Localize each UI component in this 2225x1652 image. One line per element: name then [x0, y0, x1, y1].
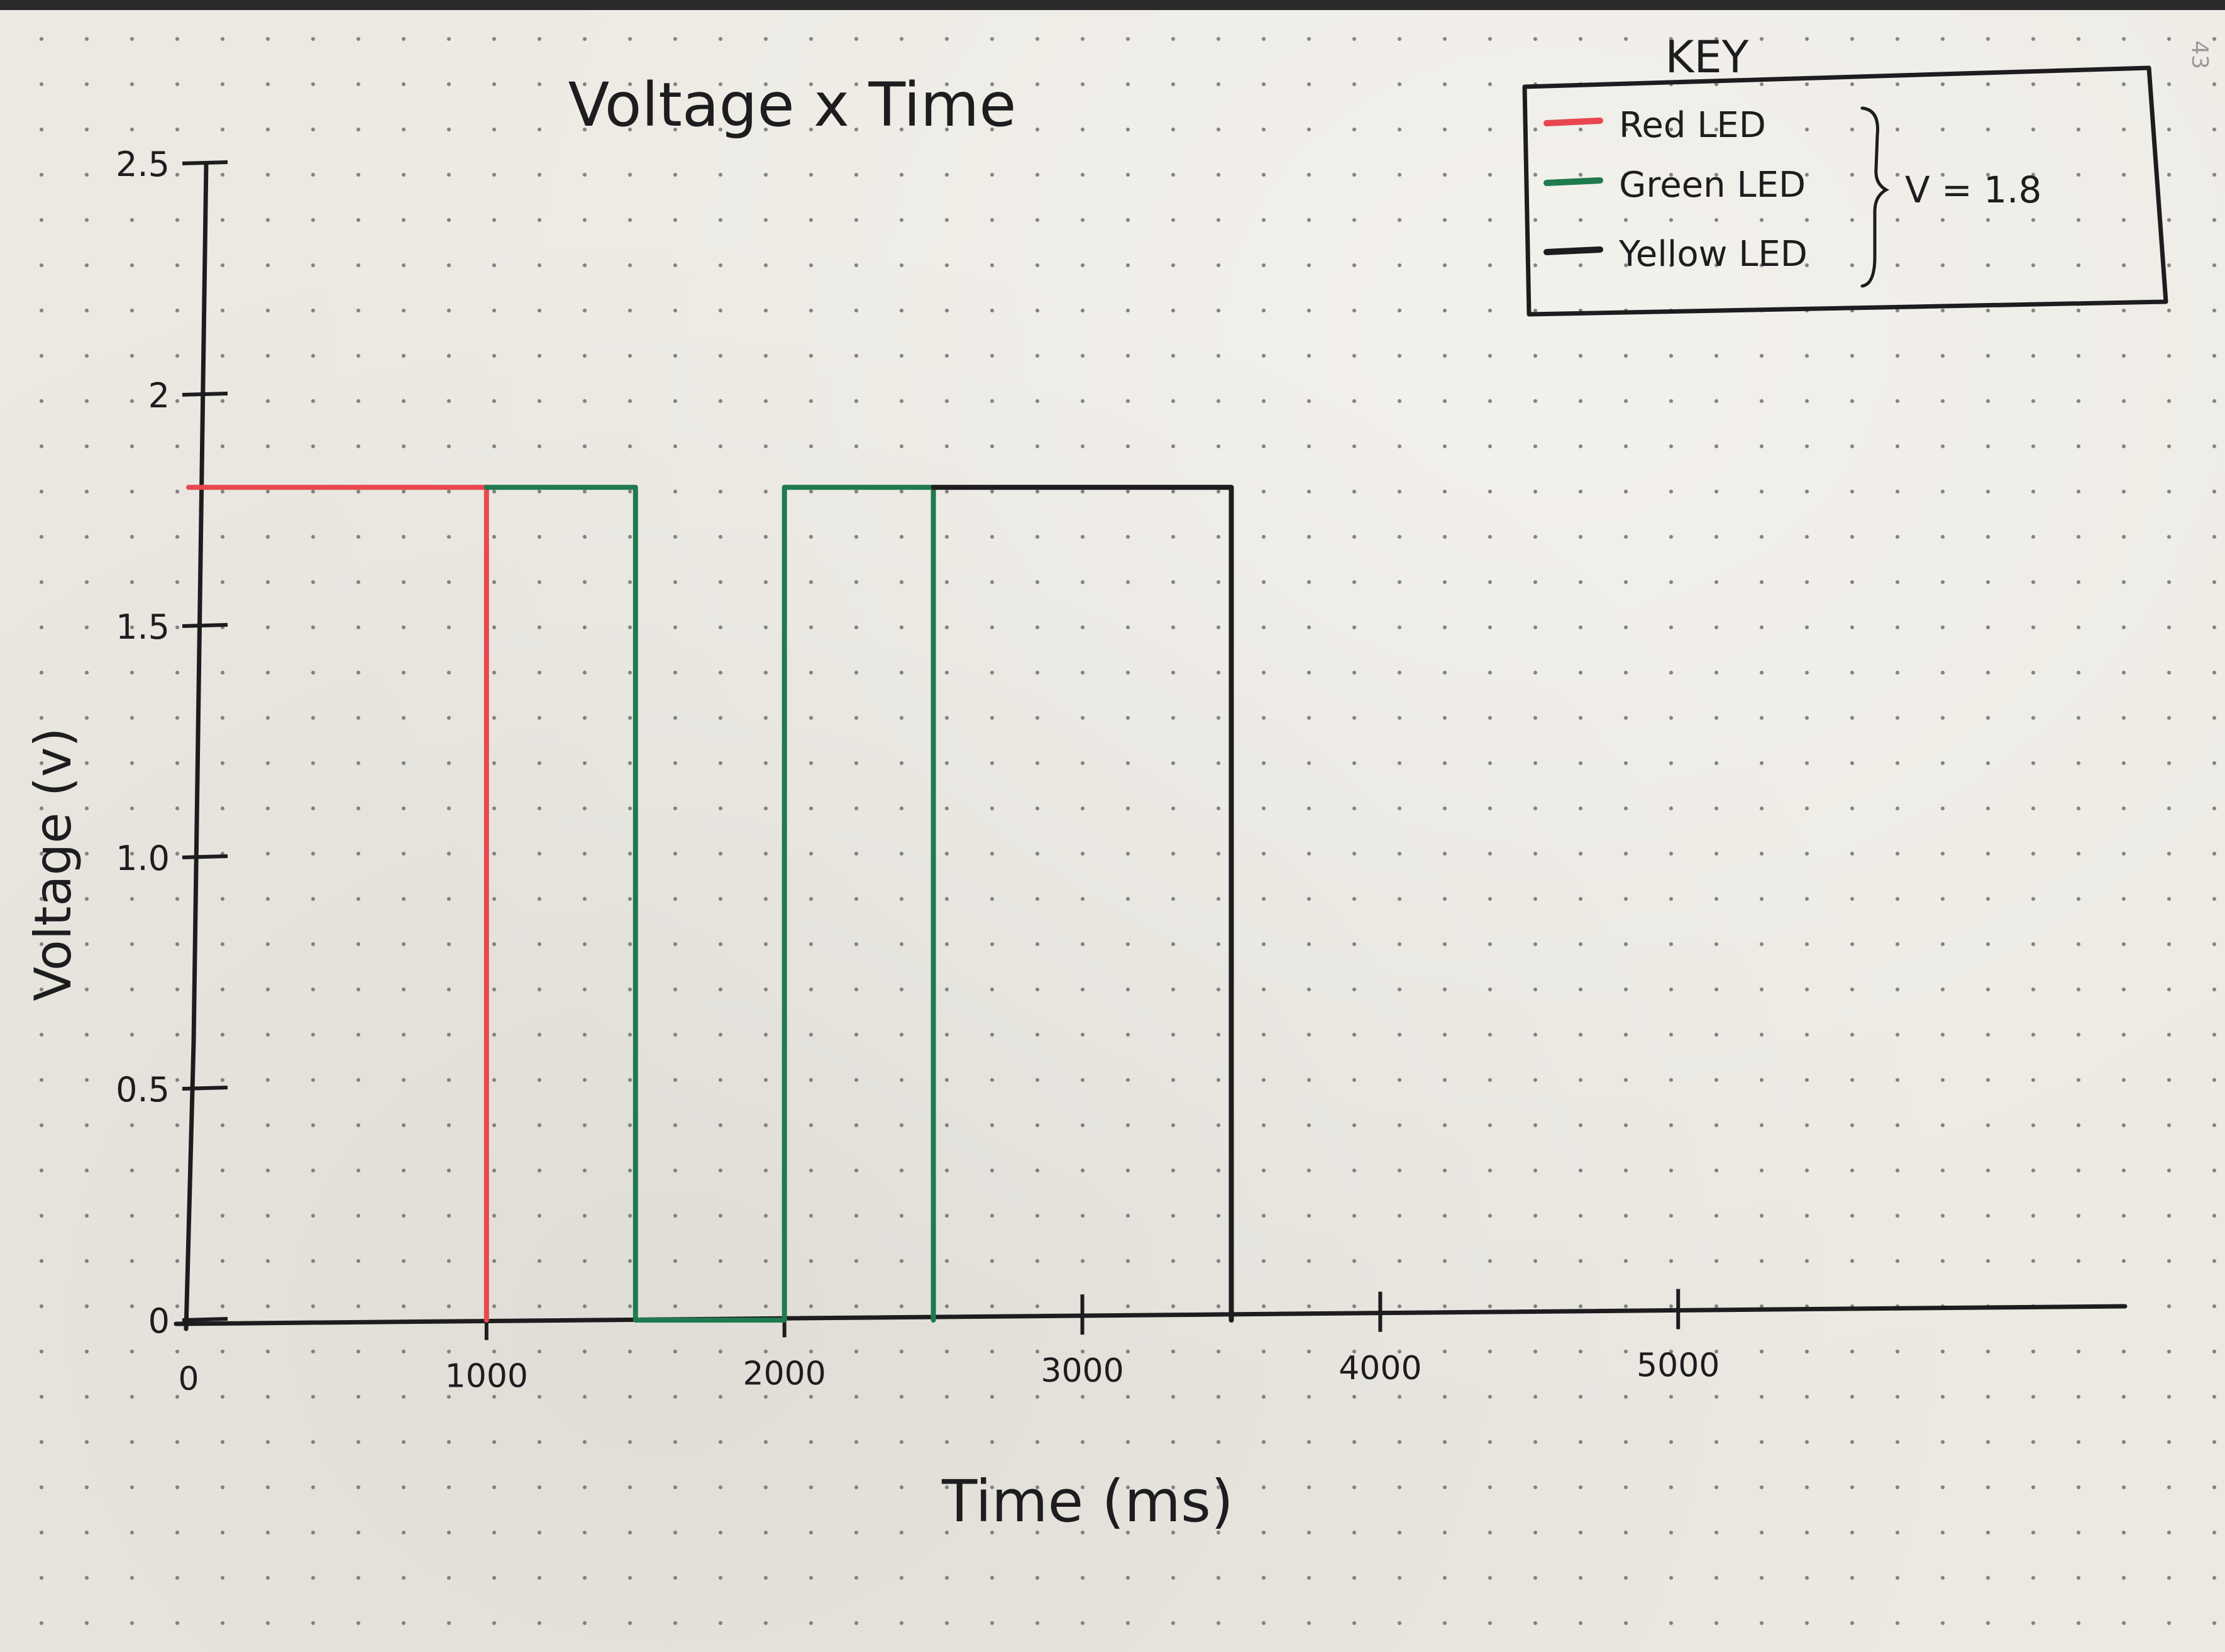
- y-axis-label: Voltage (v): [24, 727, 82, 1001]
- x-tick-label: 1000: [445, 1358, 528, 1396]
- legend-voltage-note: V = 1.8: [1905, 168, 2041, 211]
- legend-label: Yellow LED: [1618, 234, 1808, 275]
- y-tick-mark: [182, 854, 228, 859]
- legend-swatch: [1543, 177, 1603, 186]
- chart-title: Voltage x Time: [568, 70, 1017, 140]
- legend: KEY Red LED Green LED Yellow LED V = 1.8: [1522, 31, 2168, 317]
- dot-grid-paper: [0, 10, 2225, 1652]
- series-line-red-led: [186, 485, 489, 1323]
- y-tick-mark: [182, 160, 228, 165]
- legend-brace: [1860, 106, 1890, 288]
- y-tick-mark: [182, 392, 228, 397]
- y-tick-label: 1.5: [116, 607, 170, 647]
- legend-swatch: [1543, 118, 1603, 126]
- x-tick-label: 4000: [1339, 1350, 1422, 1387]
- x-tick-label: 2000: [743, 1355, 826, 1392]
- y-tick-label: 2: [148, 376, 170, 416]
- page-top-edge: [0, 0, 2225, 10]
- y-tick-label: 1.0: [116, 839, 170, 878]
- series-line-yellow-led: [930, 485, 1234, 1323]
- x-axis-label: Time (ms): [941, 1468, 1234, 1535]
- y-tick-mark: [182, 1086, 228, 1091]
- y-tick-mark: [182, 1317, 228, 1322]
- legend-box: [1522, 65, 2168, 317]
- x-tick-label: 0: [178, 1360, 199, 1398]
- y-tick-label: 2.5: [116, 145, 170, 184]
- series-lines: [186, 485, 1234, 1323]
- y-axis-line: [184, 161, 209, 1331]
- x-tick-label: 3000: [1041, 1352, 1124, 1390]
- y-tick-label: 0.5: [116, 1070, 170, 1110]
- labels: Voltage x Time Time (ms) Voltage (v): [24, 70, 1234, 1535]
- y-tick-label: 0: [148, 1301, 170, 1341]
- legend-swatch: [1543, 246, 1603, 255]
- axes: 0 0.5 1.0 1.5 2 2.5 0 1000 2000 3000 4000 5000: [116, 145, 2128, 1398]
- legend-label: Red LED: [1619, 105, 1766, 146]
- x-tick-label: 5000: [1637, 1346, 1720, 1384]
- y-tick-mark: [182, 623, 228, 628]
- legend-title: KEY: [1665, 31, 1749, 83]
- page-number: 43: [2187, 40, 2212, 69]
- legend-label: Green LED: [1619, 165, 1806, 206]
- series-line-green-led: [483, 485, 936, 1323]
- x-axis-line: [174, 1304, 2128, 1326]
